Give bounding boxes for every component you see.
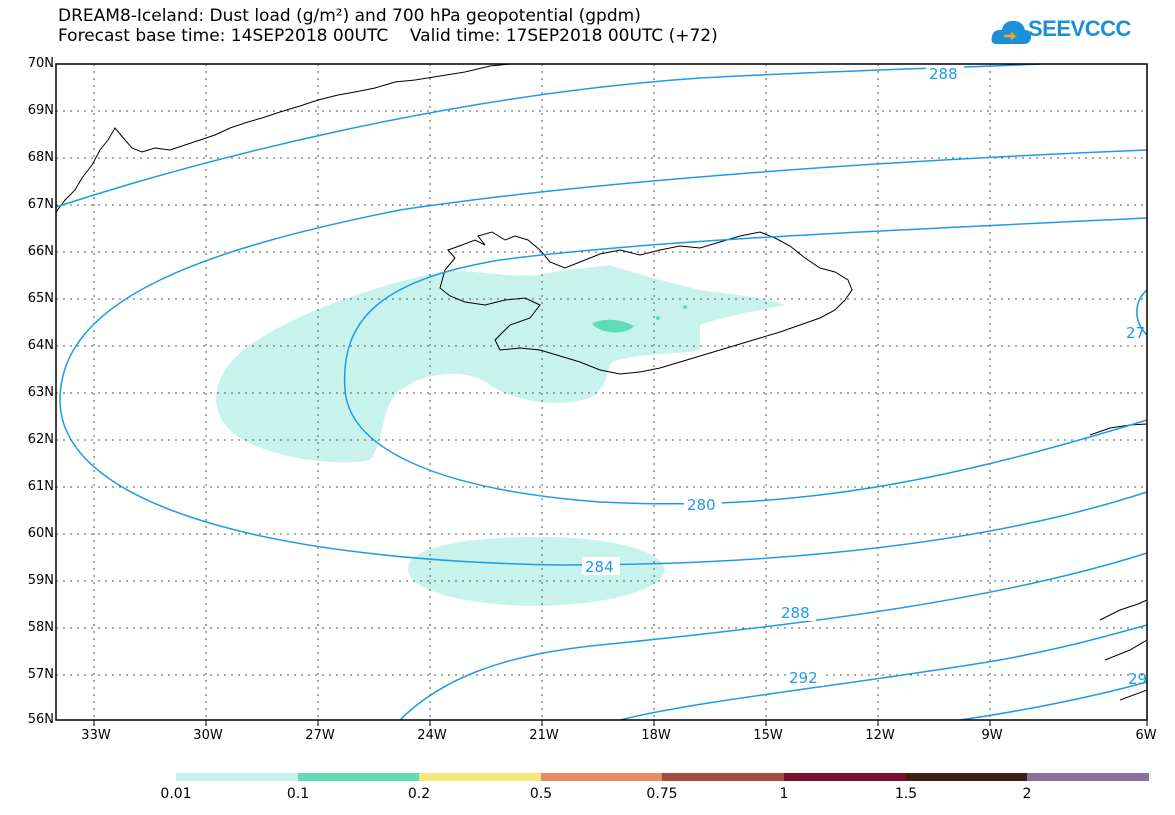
colorbar-label: 0.2 — [407, 786, 431, 802]
map-subtitle: Forecast base time: 14SEP2018 00UTC Vali… — [58, 26, 718, 46]
colorbar-segment — [784, 773, 906, 781]
coastlines — [55, 63, 1148, 701]
colorbar-label: 1 — [779, 786, 789, 802]
colorbar-label: 0.1 — [286, 786, 310, 802]
lat-label: 64N — [27, 338, 54, 353]
contour-280-arc — [343, 217, 1148, 505]
contour-label: 27 — [1126, 324, 1145, 342]
contour-288-north — [55, 63, 1041, 208]
dust-area-south — [407, 537, 665, 606]
contour-288-south — [399, 552, 1148, 721]
colorbar-segment — [1027, 773, 1149, 781]
lat-label: 67N — [27, 197, 54, 212]
lon-label: 15W — [753, 728, 783, 743]
lat-label: 66N — [27, 244, 54, 259]
contour-label: 280 — [687, 496, 716, 514]
colorbar-label: 0.01 — [160, 786, 192, 802]
cloud-logo-icon — [991, 20, 1032, 44]
dust-area-central — [592, 319, 634, 333]
lat-label: 65N — [27, 291, 54, 306]
colorbar-label: 0.75 — [646, 786, 678, 802]
iceland-coast — [439, 231, 853, 375]
lon-label: 30W — [193, 728, 223, 743]
colorbar-label: 1.5 — [894, 786, 918, 802]
lat-label: 68N — [27, 150, 54, 165]
lon-label: 12W — [865, 728, 895, 743]
map-title: DREAM8-Iceland: Dust load (g/m²) and 700… — [58, 6, 641, 26]
colorbar-segment — [176, 773, 298, 781]
contour-label: 288 — [929, 65, 958, 83]
contour-292 — [619, 624, 1148, 721]
dust-spot — [683, 305, 687, 309]
contour-284-arc — [59, 149, 1148, 566]
lat-label: 69N — [27, 103, 54, 118]
dust-spot — [656, 316, 660, 320]
colorbar-label: 0.5 — [529, 786, 553, 802]
lat-label: 61N — [27, 479, 54, 494]
logo-text: SEEVCCC — [1028, 16, 1131, 41]
lon-label: 6W — [1135, 728, 1157, 743]
lon-label: 9W — [981, 728, 1003, 743]
lon-label: 24W — [417, 728, 447, 743]
colorbar-segment — [298, 773, 419, 781]
greenland-coast — [55, 63, 511, 213]
contour-27-partial — [1136, 289, 1148, 336]
lat-label: 60N — [27, 526, 54, 541]
lon-label: 18W — [641, 728, 671, 743]
lon-label: 27W — [305, 728, 335, 743]
map-frame — [55, 63, 1148, 721]
contour-29-partial — [959, 681, 1148, 721]
colorbar-segment — [541, 773, 662, 781]
lat-label: 58N — [27, 620, 54, 635]
axis-ticks — [93, 720, 1148, 726]
contour-label: 284 — [585, 558, 614, 576]
faroe-scotland-coast — [1089, 423, 1148, 436]
map-grid — [56, 64, 1147, 720]
lat-label: 57N — [27, 667, 54, 682]
lon-label: 33W — [81, 728, 111, 743]
colorbar-segment — [906, 773, 1027, 781]
colorbar-segment — [662, 773, 784, 781]
lon-label: 21W — [529, 728, 559, 743]
lat-label: 63N — [27, 385, 54, 400]
dust-area-iceland-west — [216, 265, 786, 463]
contour-label: 292 — [789, 669, 818, 687]
lat-label: 56N — [27, 712, 54, 727]
lat-label: 70N — [27, 56, 54, 71]
norway-scotland-coast — [1099, 599, 1148, 701]
colorbar-segment — [419, 773, 541, 781]
dust-shading — [216, 265, 786, 606]
colorbar-label: 2 — [1022, 786, 1032, 802]
lat-label: 62N — [27, 432, 54, 447]
contour-labels: 288 280 284 288 292 27 29 — [582, 64, 1147, 688]
lat-label: 59N — [27, 573, 54, 588]
contour-label: 288 — [781, 604, 810, 622]
contour-label: 29 — [1128, 670, 1147, 688]
